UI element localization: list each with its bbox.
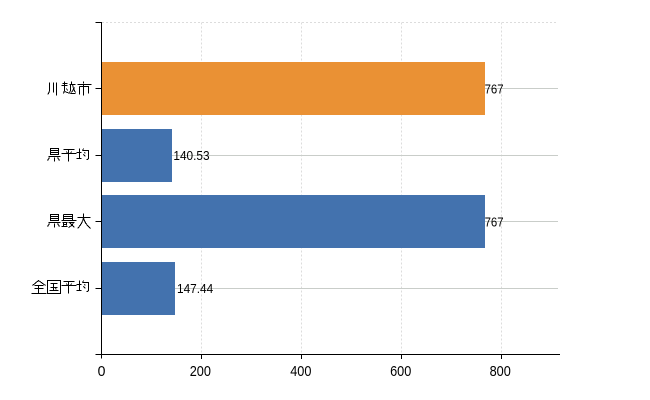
svg-text:140.53: 140.53: [173, 148, 209, 163]
svg-text:400: 400: [290, 363, 311, 380]
svg-text:147.44: 147.44: [177, 281, 213, 296]
svg-text:600: 600: [390, 363, 411, 380]
svg-text:767: 767: [485, 214, 504, 229]
svg-text:800: 800: [490, 363, 511, 380]
svg-text:0: 0: [98, 363, 106, 380]
svg-text:767: 767: [485, 82, 504, 97]
svg-text:200: 200: [190, 363, 211, 380]
